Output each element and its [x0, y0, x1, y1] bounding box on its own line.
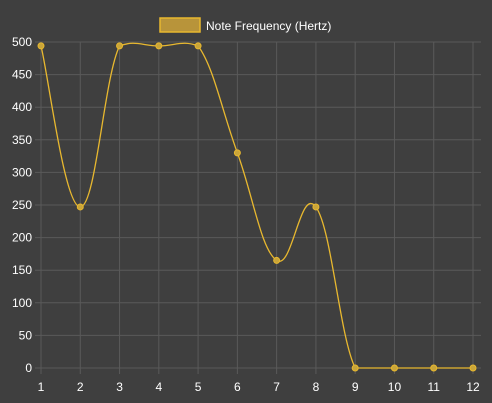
- data-point[interactable]: [37, 42, 45, 50]
- y-tick-label: 200: [12, 231, 32, 245]
- data-points: [37, 42, 477, 372]
- y-tick-label: 450: [12, 68, 32, 82]
- y-tick-label: 500: [12, 35, 32, 49]
- x-tick-label: 12: [466, 380, 480, 394]
- data-point[interactable]: [312, 203, 320, 211]
- x-tick-label: 4: [155, 380, 162, 394]
- x-tick-label: 7: [273, 380, 280, 394]
- x-tick-label: 1: [38, 380, 45, 394]
- series-line: [40, 42, 473, 369]
- y-tick-label: 300: [12, 165, 32, 179]
- x-tick-label: 3: [116, 380, 123, 394]
- data-point[interactable]: [194, 42, 202, 50]
- y-tick-label: 150: [12, 263, 32, 277]
- y-tick-label: 100: [12, 296, 32, 310]
- x-tick-label: 8: [313, 380, 320, 394]
- data-point[interactable]: [233, 149, 241, 157]
- y-tick-label: 250: [12, 198, 32, 212]
- x-tick-label: 2: [77, 380, 84, 394]
- y-tick-label: 0: [25, 361, 32, 375]
- y-tick-label: 400: [12, 100, 32, 114]
- x-tick-label: 6: [234, 380, 241, 394]
- data-point[interactable]: [469, 364, 477, 372]
- data-point[interactable]: [273, 256, 281, 264]
- y-tick-label: 350: [12, 133, 32, 147]
- legend-label[interactable]: Note Frequency (Hertz): [206, 19, 331, 33]
- x-tick-label: 10: [388, 380, 402, 394]
- y-axis-ticks: 0 50 100 150 200 250 300 350 400 450 500: [12, 35, 32, 375]
- data-point[interactable]: [430, 364, 438, 372]
- legend-swatch[interactable]: [159, 17, 201, 33]
- x-tick-label: 11: [427, 380, 440, 394]
- data-point[interactable]: [390, 364, 398, 372]
- data-point[interactable]: [116, 42, 124, 50]
- y-tick-label: 50: [19, 328, 33, 342]
- legend[interactable]: Note Frequency (Hertz): [159, 17, 331, 33]
- data-point[interactable]: [76, 203, 84, 211]
- x-axis-ticks: 1 2 3 4 5 6 7 8 9 10 11 12: [38, 380, 480, 394]
- data-point[interactable]: [351, 364, 359, 372]
- data-point[interactable]: [155, 42, 163, 50]
- x-tick-label: 9: [352, 380, 359, 394]
- x-tick-label: 5: [195, 380, 202, 394]
- grid: [35, 41, 481, 374]
